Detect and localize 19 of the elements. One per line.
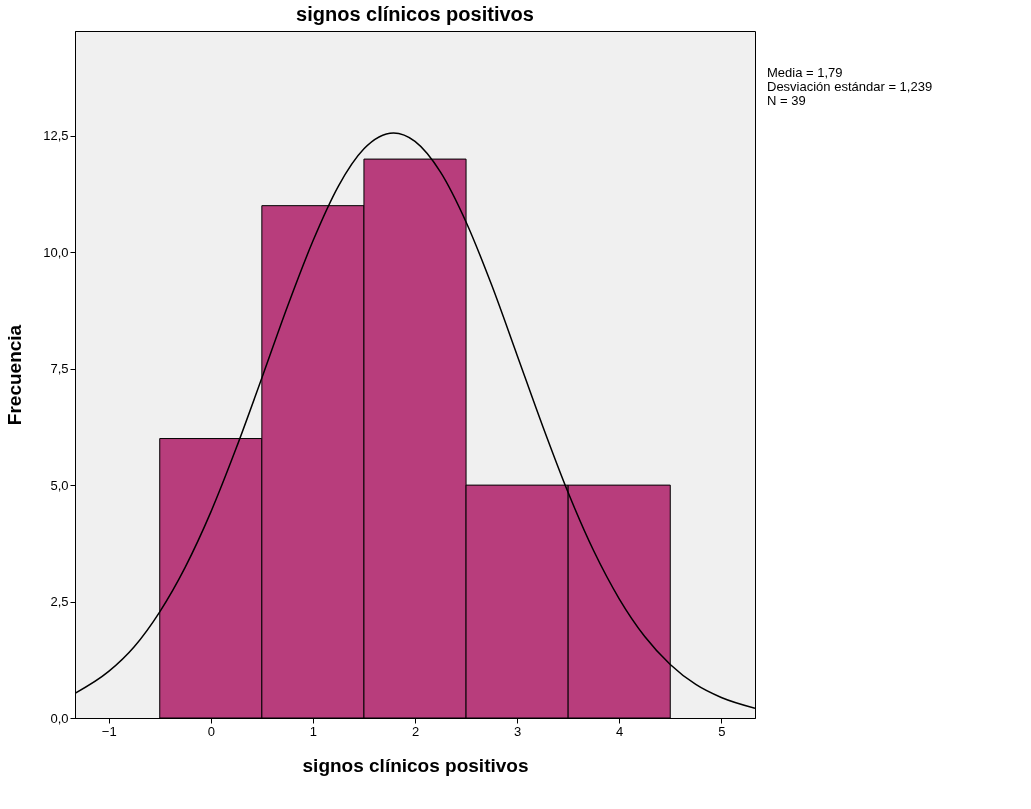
x-tick-label: 4	[616, 723, 624, 739]
y-tick-label: 2,5	[50, 594, 69, 610]
y-tick-label: 0,0	[50, 710, 69, 726]
x-tick-label: −1	[101, 723, 117, 739]
x-axis-title: signos clínicos positivos	[302, 754, 529, 776]
y-tick-label: 12,5	[43, 128, 69, 144]
chart-title: signos clínicos positivos	[296, 3, 534, 25]
text: N = 39	[767, 93, 806, 108]
x-tick-label: 1	[309, 723, 318, 739]
x-tick-label: 3	[513, 723, 522, 739]
x-tick-label: 0	[207, 723, 215, 739]
text: Media = 1,79	[767, 65, 843, 80]
y-tick-label: 5,0	[50, 477, 69, 493]
y-tick-label: 10,0	[43, 244, 69, 260]
x-tick-label: 2	[411, 723, 420, 739]
y-tick-label: 7,5	[50, 361, 69, 377]
x-tick-label: 5	[718, 723, 726, 739]
text: Desviación estándar = 1,239	[767, 79, 933, 94]
y-axis-title: Frecuencia	[4, 324, 26, 426]
